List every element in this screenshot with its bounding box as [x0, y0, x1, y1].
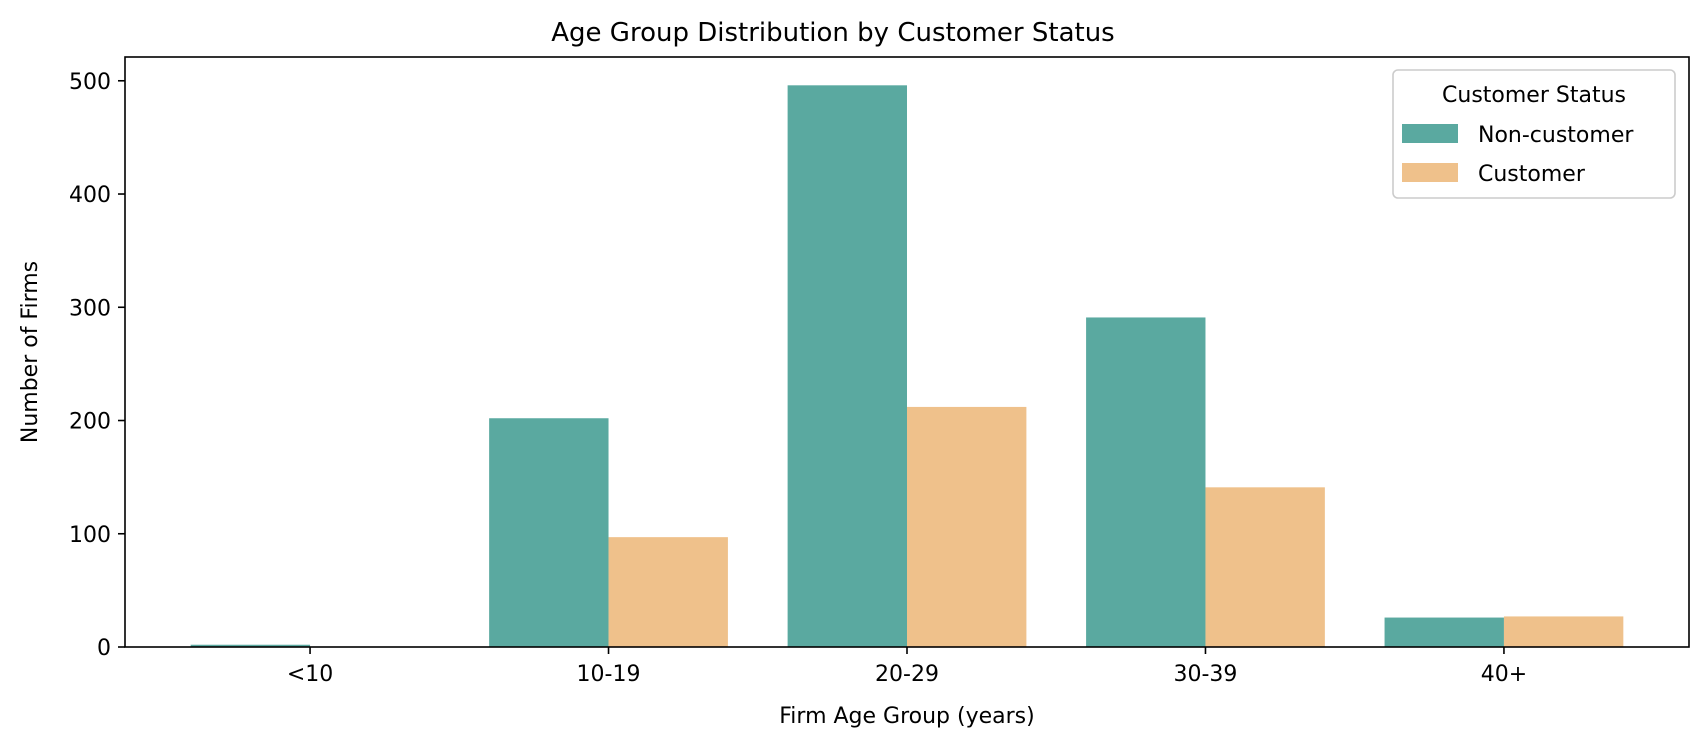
x-tick-label-4: 40+	[1481, 662, 1527, 687]
x-axis-label: Firm Age Group (years)	[779, 704, 1034, 729]
legend-box	[1392, 69, 1676, 199]
bar-non-customer-0	[190, 644, 311, 647]
bar-customer-4	[1503, 616, 1624, 647]
legend-label-non-customer: Non-customer	[1478, 123, 1634, 148]
bar-non-customer-3	[1086, 317, 1206, 647]
y-tick-label-4: 400	[69, 183, 111, 208]
legend: Customer Status Non-customer Customer	[1392, 69, 1676, 199]
legend-swatch-customer	[1402, 163, 1458, 182]
y-tick-label-0: 0	[97, 636, 111, 661]
y-tick-label-3: 300	[69, 296, 111, 321]
bar-non-customer-1	[489, 418, 609, 647]
x-tick-label-0: <10	[287, 662, 333, 687]
y-tick-label-5: 500	[69, 70, 111, 95]
legend-title: Customer Status	[1442, 83, 1626, 108]
y-axis-label: Number of Firms	[18, 261, 43, 443]
bar-non-customer-2	[787, 85, 907, 648]
bars-group	[190, 85, 1624, 648]
legend-label-customer: Customer	[1478, 162, 1586, 187]
bar-customer-1	[608, 537, 728, 647]
legend-swatch-non-customer	[1402, 124, 1458, 143]
chart-title: Age Group Distribution by Customer Statu…	[551, 18, 1114, 48]
y-axis-ticks: 0 100 200 300 400 500	[69, 70, 125, 661]
bar-customer-2	[907, 406, 1027, 647]
x-tick-label-1: 10-19	[577, 662, 641, 687]
x-axis-ticks: <10 10-19 20-29 30-39 40+	[287, 647, 1527, 687]
y-tick-label-2: 200	[69, 410, 111, 435]
x-tick-label-2: 20-29	[875, 662, 939, 687]
bar-customer-3	[1205, 487, 1325, 647]
y-tick-label-1: 100	[69, 523, 111, 548]
x-tick-label-3: 30-39	[1174, 662, 1238, 687]
bar-non-customer-4	[1384, 617, 1504, 647]
